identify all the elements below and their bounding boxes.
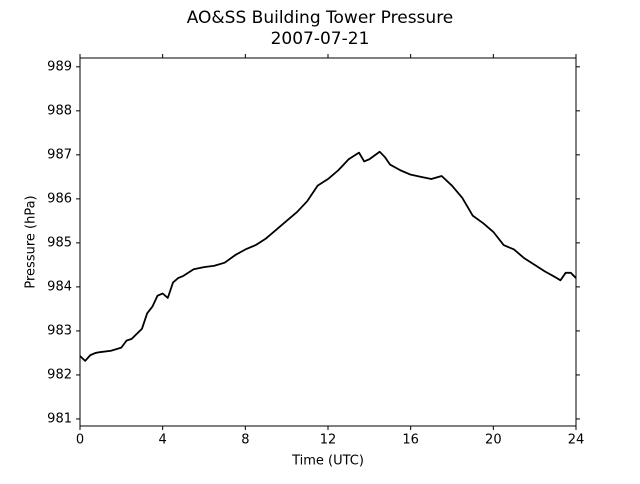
y-tick-label: 981 bbox=[47, 411, 72, 426]
x-tick-label: 0 bbox=[76, 433, 84, 448]
x-tick-label: 4 bbox=[159, 433, 167, 448]
y-tick-label: 986 bbox=[47, 191, 72, 206]
y-tick-label: 988 bbox=[47, 103, 72, 118]
y-tick-label: 989 bbox=[47, 59, 72, 74]
y-tick-label: 984 bbox=[47, 279, 72, 294]
x-tick-label: 20 bbox=[485, 433, 502, 448]
y-tick-label: 982 bbox=[47, 367, 72, 382]
x-tick-label: 16 bbox=[402, 433, 419, 448]
x-tick-label: 8 bbox=[241, 433, 249, 448]
y-tick-label: 987 bbox=[47, 147, 72, 162]
chart-title: AO&SS Building Tower Pressure bbox=[187, 8, 454, 28]
y-tick-label: 983 bbox=[47, 323, 72, 338]
x-tick-label: 12 bbox=[320, 433, 337, 448]
y-tick-label: 985 bbox=[47, 235, 72, 250]
line-series bbox=[79, 150, 577, 362]
y-axis-label: Pressure (hPa) bbox=[24, 195, 39, 288]
x-tick-label: 24 bbox=[568, 433, 585, 448]
chart-subtitle: 2007-07-21 bbox=[271, 29, 370, 49]
x-axis-label: Time (UTC) bbox=[291, 454, 364, 469]
